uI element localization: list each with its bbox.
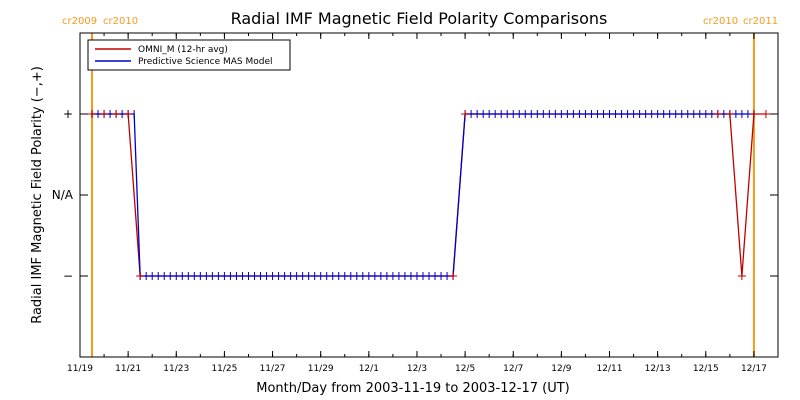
y-tick-label-2: − <box>63 269 73 283</box>
x-tick-label-9: 12/7 <box>503 364 523 374</box>
carrington-marker-lines <box>91 33 755 357</box>
y-tick-label-0: + <box>63 107 73 121</box>
x-tick-label-8: 12/5 <box>455 364 475 374</box>
y-tick-label-1: N/A <box>52 188 74 202</box>
carrington-labels: cr2009 cr2010 cr2010 cr2011 <box>62 16 778 27</box>
legend: OMNI_M (12-hr avg) Predictive Science MA… <box>87 39 291 71</box>
legend-label-omni: OMNI_M (12-hr avg) <box>138 45 228 55</box>
x-tick-label-12: 12/13 <box>645 364 671 374</box>
x-tick-label-13: 12/15 <box>693 364 719 374</box>
series-line-0 <box>92 113 766 277</box>
marker-right-label-2: cr2011 <box>743 16 778 27</box>
plot-frame <box>79 32 779 358</box>
legend-label-mas: Predictive Science MAS Model <box>138 57 273 67</box>
x-axis: 11/19 11/21 11/23 11/25 11/27 11/29 12/1 12/3 12… <box>67 33 779 374</box>
x-tick-label-0: 11/19 <box>67 364 93 374</box>
x-tick-label-3: 11/25 <box>211 364 237 374</box>
x-tick-label-4: 11/27 <box>260 364 286 374</box>
marker-left-label-1: cr2009 <box>62 16 97 27</box>
marker-right-label-1: cr2010 <box>703 16 738 27</box>
mas-markers <box>91 110 755 280</box>
series-line-1 <box>92 113 754 277</box>
x-tick-label-14: 12/17 <box>741 364 767 374</box>
x-tick-label-1: 11/21 <box>115 364 141 374</box>
x-tick-label-5: 11/29 <box>308 364 334 374</box>
legend-box <box>87 39 291 71</box>
chart-title: Radial IMF Magnetic Field Polarity Compa… <box>231 9 608 28</box>
omni-markers <box>88 110 770 280</box>
x-axis-label: Month/Day from 2003-11-19 to 2003-12-17 … <box>256 381 569 396</box>
x-tick-label-2: 11/23 <box>163 364 189 374</box>
series-1 <box>92 113 754 277</box>
marker-left-label-2: cr2010 <box>103 16 138 27</box>
y-axis-label: Radial IMF Magnetic Field Polarity (−,+) <box>30 66 45 324</box>
y-axis: + N/A − <box>52 107 778 283</box>
series-0 <box>92 113 766 277</box>
series-layer <box>88 110 770 280</box>
x-tick-label-11: 12/11 <box>597 364 623 374</box>
x-tick-label-7: 12/3 <box>407 364 427 374</box>
x-tick-label-6: 12/1 <box>359 364 379 374</box>
x-tick-label-10: 12/9 <box>551 364 571 374</box>
